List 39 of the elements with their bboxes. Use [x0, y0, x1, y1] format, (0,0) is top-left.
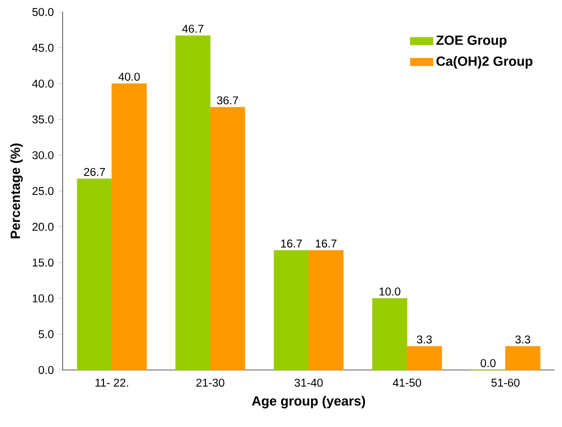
data-label: 16.7 [281, 240, 302, 248]
y-tick-label: 40.0 [32, 80, 54, 88]
data-label: 16.7 [316, 240, 336, 248]
data-label: 0.0 [480, 359, 496, 368]
y-tick-label: 10.0 [32, 294, 54, 302]
y-tick-label: 5.0 [38, 330, 54, 338]
bar [505, 346, 540, 370]
y-tick-label: 20.0 [32, 222, 54, 231]
bar [406, 346, 442, 370]
x-tick-label: 21-30 [196, 378, 224, 387]
bar [308, 250, 344, 370]
bar [77, 178, 112, 370]
x-tick-label: 11- 22. [96, 378, 128, 387]
y-tick-label: 35.0 [32, 115, 54, 124]
x-axis-title: Age group (years) [252, 396, 366, 408]
bar [372, 298, 408, 370]
y-tick-label: 15.0 [32, 258, 54, 267]
y-tick-label: 25.0 [32, 186, 54, 195]
bar [274, 250, 309, 370]
data-label: 46.7 [182, 24, 204, 33]
y-axis-title: Percentage (%) [10, 144, 23, 238]
bar [112, 83, 147, 370]
x-tick-label: 31-40 [294, 378, 323, 387]
data-label: 36.7 [217, 96, 238, 104]
data-label: 3.3 [416, 335, 432, 344]
data-label: 3.3 [515, 335, 530, 344]
x-tick-label: 51-60 [491, 378, 520, 387]
data-label: 10.0 [380, 288, 400, 296]
data-label: 40.0 [118, 72, 140, 81]
bar [175, 35, 210, 370]
y-tick-label: 0.0 [38, 366, 54, 374]
y-tick-label: 30.0 [32, 151, 54, 160]
y-tick-label: 50.0 [32, 8, 54, 16]
bar [210, 107, 246, 370]
legend-label: ZOE Group [436, 36, 506, 48]
legend-label: Ca(OH)2 Group [436, 56, 532, 69]
data-label: 26.7 [84, 168, 105, 176]
y-tick-label: 45.0 [32, 44, 54, 52]
x-tick-label: 41-50 [392, 378, 422, 387]
